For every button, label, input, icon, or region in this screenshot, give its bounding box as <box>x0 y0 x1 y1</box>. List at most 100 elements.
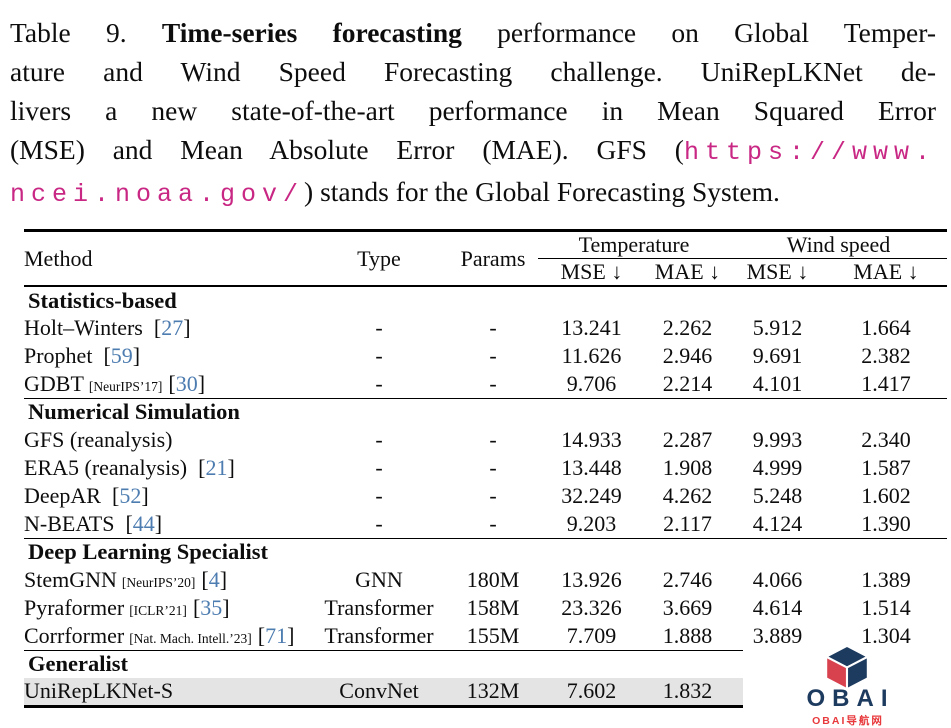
cite-bracket: [ <box>125 510 133 536</box>
metric-value: 2.117 <box>663 510 712 536</box>
section-title: Statistics-based <box>24 285 947 314</box>
method-cell: GFS (reanalysis) <box>24 426 310 454</box>
metric-value: 4.124 <box>752 510 803 536</box>
method-name: GDBT <box>24 370 84 396</box>
metric-value: 9.691 <box>752 343 803 368</box>
venue-label: [NeurIPS’20] <box>121 575 196 590</box>
table-row: N-BEATS [44] - - 9.203 2.117 4.124 1.390 <box>24 510 947 538</box>
citation-link[interactable]: 27 <box>161 315 184 340</box>
table-caption: Table 9. Time-series forecasting perform… <box>0 0 951 214</box>
metric-value: 2.214 <box>662 370 713 396</box>
caption-url-link[interactable]: https://www. <box>683 138 936 167</box>
params-value: 132M <box>466 678 520 704</box>
watermark-logo: OBAI OBAI导航网 <box>743 643 951 728</box>
cite-bracket: ] <box>141 483 149 508</box>
metric-value: 2.946 <box>662 343 713 368</box>
metric-value: 1.390 <box>861 510 911 536</box>
metric-value-best: 7.602 <box>566 678 617 704</box>
metric-value: 9.706 <box>566 370 617 396</box>
table-row: GFS (reanalysis) - - 14.933 2.287 9.993 … <box>24 426 947 454</box>
metric-value: 1.908 <box>662 455 713 480</box>
caption-url-link[interactable]: ncei.noaa.gov/ <box>10 180 305 209</box>
caption-text: performance on Global Temper- <box>461 17 937 48</box>
results-table: Method Type Params Temperature Wind spee… <box>24 229 947 708</box>
metric-value: 5.248 <box>752 483 803 508</box>
citation-link[interactable]: 4 <box>208 567 220 592</box>
caption-text: Table 9. <box>10 17 162 48</box>
type-value: GNN <box>355 567 403 592</box>
method-cell: DeepAR [52] <box>24 482 310 510</box>
metric-value: 13.448 <box>561 455 622 480</box>
metric-value: 1.389 <box>861 567 911 592</box>
venue-label: [NeurIPS’17] <box>88 378 163 394</box>
params-value: - <box>489 483 497 508</box>
cite-bracket: [ <box>111 483 120 508</box>
caption-text: ) stands for the Global Forecasting Syst… <box>304 176 780 207</box>
caption-text: livers a new state-of-the-art performanc… <box>10 95 936 126</box>
cite-bracket: [ <box>153 315 162 340</box>
metric-value: 11.626 <box>561 343 622 368</box>
section-header-row: Numerical Simulation <box>24 397 947 426</box>
cite-bracket: ] <box>227 455 235 480</box>
metric-value: 4.262 <box>662 483 713 508</box>
params-value: - <box>489 370 497 396</box>
citation-link[interactable]: 71 <box>265 622 288 648</box>
method-name: N-BEATS <box>24 510 115 536</box>
table-row: Corrformer [Nat. Mach. Intell.’23] [71] Tr… <box>24 622 947 650</box>
type-value: ConvNet <box>339 678 419 704</box>
metric-value: 2.287 <box>662 427 713 452</box>
cite-bracket: ] <box>222 595 230 620</box>
table-row: Holt–Winters [27] - - 13.241 2.262 5.912 … <box>24 314 947 342</box>
col-header-method: Method <box>24 245 93 271</box>
citation-link[interactable]: 52 <box>119 483 142 508</box>
header-row-metrics: MSE ↓ MAE ↓ MSE ↓ MAE ↓ <box>24 259 947 287</box>
params-value: 180M <box>466 567 520 592</box>
cite-bracket: ] <box>219 567 228 592</box>
method-cell: Holt–Winters [27] <box>24 314 310 342</box>
cite-bracket: [ <box>201 567 209 592</box>
venue-label: [Nat. Mach. Intell.’23] <box>129 630 252 646</box>
method-cell: UniRepLKNet-S <box>24 678 310 706</box>
table-row: StemGNN [NeurIPS’20] [4] GNN 180M 13.926 2… <box>24 566 947 594</box>
section-title: Numerical Simulation <box>24 397 947 426</box>
citation-link[interactable]: 30 <box>175 370 198 396</box>
metric-value: 2.382 <box>861 343 911 368</box>
method-name: Corrformer <box>24 622 125 648</box>
table-row: Pyraformer [ICLR’21] [35] Transformer 158M… <box>24 594 947 622</box>
caption-text: ature and Wind Speed Forecasting challen… <box>10 56 936 87</box>
metric-value: 1.417 <box>861 370 911 396</box>
citation-link[interactable]: 35 <box>200 595 223 620</box>
table-row: GDBT [NeurIPS’17] [30] - - 9.706 2.214 4.1… <box>24 370 947 398</box>
caption-bold-text: Time-series forecasting <box>161 17 462 48</box>
metric-value: 9.203 <box>566 510 617 536</box>
type-value: - <box>375 370 383 396</box>
method-cell: StemGNN [NeurIPS’20] [4] <box>24 566 310 594</box>
metric-value: 2.262 <box>662 315 713 340</box>
method-name: Pyraformer <box>24 595 125 620</box>
metric-value: 1.602 <box>861 483 911 508</box>
metric-value: 13.241 <box>561 315 622 340</box>
type-value: Transformer <box>324 622 434 648</box>
cite-bracket: ] <box>183 315 191 340</box>
section-title: Deep Learning Specialist <box>24 537 947 566</box>
citation-link[interactable]: 44 <box>132 510 155 536</box>
metric-value: 3.669 <box>662 595 713 620</box>
type-value: - <box>375 427 383 452</box>
metric-value: 1.514 <box>861 595 911 620</box>
metric-value: 32.249 <box>561 483 622 508</box>
citation-link[interactable]: 21 <box>205 455 228 480</box>
col-group-temperature: Temperature <box>538 230 730 259</box>
metric-value: 13.926 <box>561 567 622 592</box>
method-cell: Pyraformer [ICLR’21] [35] <box>24 594 310 622</box>
col-header-temp-mse: MSE ↓ <box>560 259 623 284</box>
table-row: Prophet [59] - - 11.626 2.946 9.691 2.382 <box>24 342 947 370</box>
metric-value: 2.340 <box>861 427 911 452</box>
cite-bracket: [ <box>192 595 201 620</box>
params-value: 155M <box>466 622 520 648</box>
caption-line: livers a new state-of-the-art performanc… <box>10 91 936 130</box>
metric-value: 14.933 <box>561 427 622 452</box>
citation-link[interactable]: 59 <box>110 343 133 368</box>
metric-value: 1.587 <box>861 455 911 480</box>
metric-value: 23.326 <box>561 595 622 620</box>
params-value: - <box>489 510 497 536</box>
